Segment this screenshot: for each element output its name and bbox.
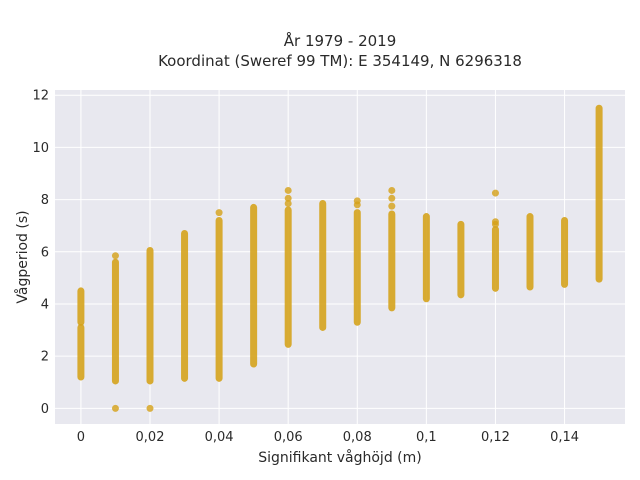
point-band [561, 216, 569, 288]
data-point [284, 194, 292, 202]
data-point [388, 194, 396, 202]
point-band [146, 246, 154, 385]
point-band [491, 226, 499, 292]
y-tick-label: 12 [32, 89, 49, 104]
point-band [284, 206, 292, 348]
data-point [491, 189, 499, 197]
point-band [215, 216, 223, 382]
x-tick-label: 0,06 [274, 430, 303, 445]
x-tick-label: 0,12 [481, 430, 510, 445]
y-axis-label: Vågperiod (s) [14, 210, 31, 303]
y-tick-label: 8 [41, 193, 49, 208]
data-point [111, 404, 119, 412]
y-tick-label: 6 [41, 245, 49, 260]
data-point [284, 200, 292, 208]
point-band [250, 203, 258, 368]
chart-title-line1: År 1979 - 2019 [284, 31, 397, 50]
point-band [526, 213, 534, 291]
data-point [215, 209, 223, 217]
data-point [284, 186, 292, 194]
y-tick-label: 2 [41, 350, 49, 365]
y-tick-label: 4 [41, 297, 49, 312]
x-tick-label: 0 [77, 430, 85, 445]
x-tick-label: 0,04 [205, 430, 234, 445]
point-band [353, 209, 361, 326]
chart-title-line2: Koordinat (Sweref 99 TM): E 354149, N 62… [158, 52, 522, 70]
data-point [388, 202, 396, 210]
y-tick-label: 0 [41, 402, 49, 417]
point-band [388, 210, 396, 312]
y-tick-labels: 0 2 4 6 8 10 12 [32, 89, 49, 417]
x-tick-label: 0,08 [343, 430, 372, 445]
x-tick-label: 0,1 [416, 430, 437, 445]
x-tick-label: 0,14 [550, 430, 579, 445]
data-point [388, 186, 396, 194]
point-band [181, 230, 189, 382]
point-band [319, 200, 327, 331]
data-point [491, 218, 499, 226]
plot-background [55, 90, 625, 424]
point-band [111, 258, 119, 385]
x-tick-labels: 0 0,02 0,04 0,06 0,08 0,1 0,12 0,14 [77, 430, 579, 445]
y-tick-label: 10 [32, 141, 49, 156]
data-point [353, 197, 361, 205]
point-band [422, 213, 430, 303]
point-band [595, 104, 603, 283]
data-point [146, 404, 154, 412]
x-axis-label: Signifikant våghöjd (m) [258, 449, 421, 466]
x-tick-label: 0,02 [136, 430, 165, 445]
point-band [457, 220, 465, 299]
point-band [77, 287, 85, 326]
point-band [77, 323, 85, 381]
data-point [111, 252, 119, 260]
data-points [77, 104, 603, 412]
